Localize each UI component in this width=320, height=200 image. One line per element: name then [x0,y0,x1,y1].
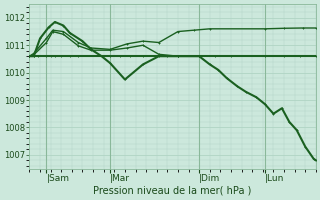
X-axis label: Pression niveau de la mer( hPa ): Pression niveau de la mer( hPa ) [93,186,252,196]
